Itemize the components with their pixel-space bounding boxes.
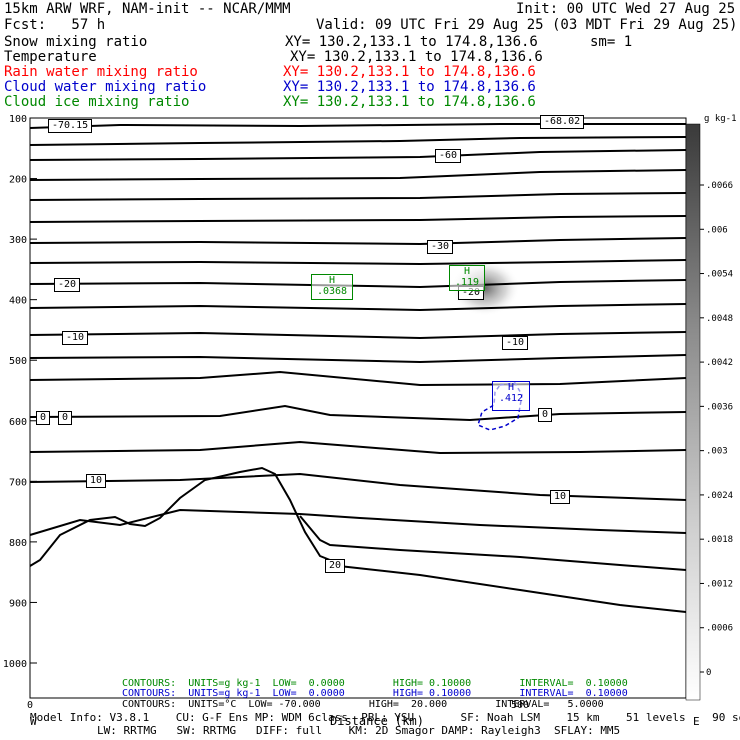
colorbar-tick-label: .0036 [706, 402, 733, 412]
field-name-cloud-water: Cloud water mixing ratio [4, 79, 207, 95]
model-info-line2: LW: RRTMG SW: RRTMG DIFF: full KM: 2D Sm… [97, 724, 621, 737]
isotherm-line [29, 440, 687, 455]
isotherm-line [299, 515, 687, 571]
init-time: Init: 00 UTC Wed 27 Aug 25 [516, 1, 736, 17]
colorbar-tick-label: .0048 [706, 314, 733, 324]
x-tick-label: 500 [511, 700, 529, 711]
high-marker: H .0368 [311, 274, 353, 300]
temperature-label: -70.15 [48, 119, 93, 133]
colorbar-tick-label: .0018 [706, 535, 733, 545]
y-tick-label: 500 [9, 356, 27, 367]
y-tick-label: 400 [9, 296, 27, 307]
colorbar-ticks: .0066 .006 .0054 .0048 .0042 .0036 .003 .0024 .0… [700, 181, 733, 678]
temperature-label: 20 [325, 559, 346, 573]
temperature-label: 10 [550, 490, 571, 504]
y-tick-label: 900 [9, 598, 27, 609]
isotherm-line [329, 564, 687, 613]
isotherm-line [29, 331, 687, 340]
model-info-line1: Model Info: V3.8.1 CU: G-F Ens MP: WDM 6… [30, 711, 740, 724]
isotherm-line [29, 123, 686, 129]
high-marker-letter: H [507, 382, 515, 393]
isotherm-line [29, 354, 687, 364]
field-name-rain: Rain water mixing ratio [4, 64, 198, 80]
west-label: W [30, 715, 37, 728]
high-marker-value: .119 [454, 277, 480, 288]
colorbar-tick-label: .0012 [706, 579, 733, 589]
x-tick-label: 0 [27, 700, 33, 711]
x-axis-label: Distance (km) [330, 714, 424, 728]
colorbar-tick-label: 0 [706, 668, 711, 678]
isotherms [29, 123, 687, 613]
isotherm-line [29, 169, 687, 181]
isotherm-line [29, 472, 687, 501]
colorbar-tick-label: .0054 [706, 270, 733, 280]
isotherm-line [29, 404, 687, 422]
temperature-label: 10 [86, 474, 107, 488]
isotherm-line [29, 508, 687, 536]
contour-info-ice: CONTOURS: UNITS=g kg-1 LOW= 0.0000 HIGH=… [122, 678, 628, 689]
high-marker-value: .0368 [316, 286, 348, 297]
colorbar-tick-label: .006 [706, 225, 728, 235]
east-label: E [693, 715, 700, 728]
field-smooth-snow: sm= 1 [590, 34, 633, 50]
field-name-temperature: Temperature [4, 49, 97, 65]
terrain-line [29, 466, 331, 567]
y-tick-label: 800 [9, 538, 27, 549]
temperature-label: -10 [502, 336, 529, 350]
field-xy-cloud-water: XY= 130.2,133.1 to 174.8,136.6 [283, 79, 536, 95]
contour-info-water: CONTOURS: UNITS=g kg-1 LOW= 0.0000 HIGH=… [122, 688, 628, 699]
isotherm-line [29, 237, 687, 246]
contour-info-temperature: CONTOURS: UNITS=°C LOW= -70.000 HIGH= 20… [122, 699, 604, 710]
colorbar [685, 123, 701, 701]
field-xy-temperature: XY= 130.2,133.1 to 174.8,136.6 [290, 49, 543, 65]
field-xy-rain: XY= 130.2,133.1 to 174.8,136.6 [283, 64, 536, 80]
high-marker: H .412 [492, 381, 530, 411]
temperature-label: -60 [435, 149, 462, 163]
title-left: 15km ARW WRF, NAM-init -- NCAR/MMM [4, 1, 291, 17]
y-tick-label: 700 [9, 477, 27, 488]
field-xy-snow: XY= 130.2,133.1 to 174.8,136.6 [285, 34, 538, 50]
high-marker-letter: H [463, 266, 471, 277]
y-tick-label: 300 [9, 235, 27, 246]
valid-time: Valid: 09 UTC Fri 29 Aug 25 (03 MDT Fri … [316, 17, 738, 33]
isotherm-line [29, 149, 687, 161]
y-tick-label: 200 [9, 175, 27, 186]
colorbar-tick-label: .0066 [706, 181, 733, 191]
temperature-label: 0 [58, 411, 73, 425]
y-axis-ticks: 100 200 300 400 500 600 700 800 900 1000 [3, 114, 37, 670]
temperature-label: 0 [538, 408, 553, 422]
high-marker-value: .412 [498, 393, 524, 404]
colorbar-tick-label: .0042 [706, 358, 733, 368]
forecast-hour: Fcst: 57 h [4, 17, 106, 33]
isotherm-line [29, 192, 687, 201]
field-name-cloud-ice: Cloud ice mixing ratio [4, 94, 190, 110]
temperature-label: -68.02 [540, 115, 585, 129]
x-axis-ticks: 0 500 [27, 700, 529, 711]
isotherm-line [29, 279, 687, 289]
field-name-snow: Snow mixing ratio [4, 34, 148, 50]
temperature-label: -20 [54, 278, 81, 292]
y-tick-label: 1000 [3, 659, 27, 670]
temperature-label: 0 [36, 411, 51, 425]
field-xy-cloud-ice: XY= 130.2,133.1 to 174.8,136.6 [283, 94, 536, 110]
high-marker: H .119 [449, 265, 485, 291]
high-marker-letter: H [328, 275, 336, 286]
colorbar-tick-label: .003 [706, 447, 728, 457]
temperature-label: -10 [62, 331, 89, 345]
y-tick-label: 600 [9, 417, 27, 428]
isotherm-line [29, 136, 687, 146]
colorbar-unit: g kg-1 [704, 114, 737, 124]
colorbar-tick-label: .0006 [706, 624, 733, 634]
isotherm-line [29, 370, 687, 387]
isotherm-line [29, 303, 687, 312]
y-tick-label: 100 [9, 114, 27, 125]
isotherm-line [29, 215, 687, 223]
isotherm-line [29, 259, 687, 266]
temperature-label: -30 [427, 240, 454, 254]
colorbar-tick-label: .0024 [706, 491, 733, 501]
plot-frame [29, 117, 687, 699]
